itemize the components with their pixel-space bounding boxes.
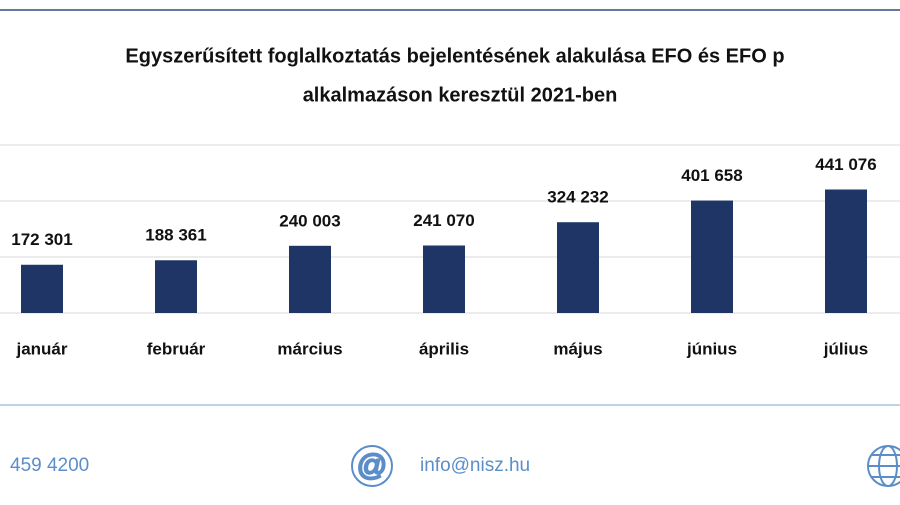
footer-email: info@nisz.hu — [420, 455, 530, 476]
x-tick-label: július — [823, 339, 868, 358]
value-label: 241 070 — [413, 211, 474, 230]
value-label: 441 076 — [815, 155, 876, 174]
x-tick-label: május — [553, 339, 602, 358]
bar — [691, 200, 733, 313]
chart-subtitle: alkalmazáson keresztül 2021-ben — [303, 84, 618, 106]
bar — [289, 245, 331, 313]
value-label: 401 658 — [681, 166, 742, 185]
bar — [21, 264, 63, 313]
x-tick-label: június — [686, 339, 737, 358]
value-label: 188 361 — [145, 226, 206, 245]
x-tick-label: március — [277, 339, 342, 358]
x-tick-label: április — [419, 339, 469, 358]
footer-phone: 459 4200 — [10, 455, 89, 476]
at-icon: @ — [351, 445, 393, 487]
chart-title: Egyszerűsített foglalkoztatás bejelentés… — [125, 45, 784, 67]
bar — [825, 189, 867, 313]
value-label: 324 232 — [547, 188, 608, 207]
bar — [423, 245, 465, 313]
bar — [557, 222, 599, 313]
x-tick-label: február — [147, 339, 206, 358]
x-tick-label: január — [15, 339, 67, 358]
value-label: 240 003 — [279, 211, 340, 230]
at-symbol: @ — [357, 449, 387, 482]
bar — [155, 260, 197, 313]
value-label: 172 301 — [11, 230, 72, 249]
globe-icon — [867, 445, 900, 487]
